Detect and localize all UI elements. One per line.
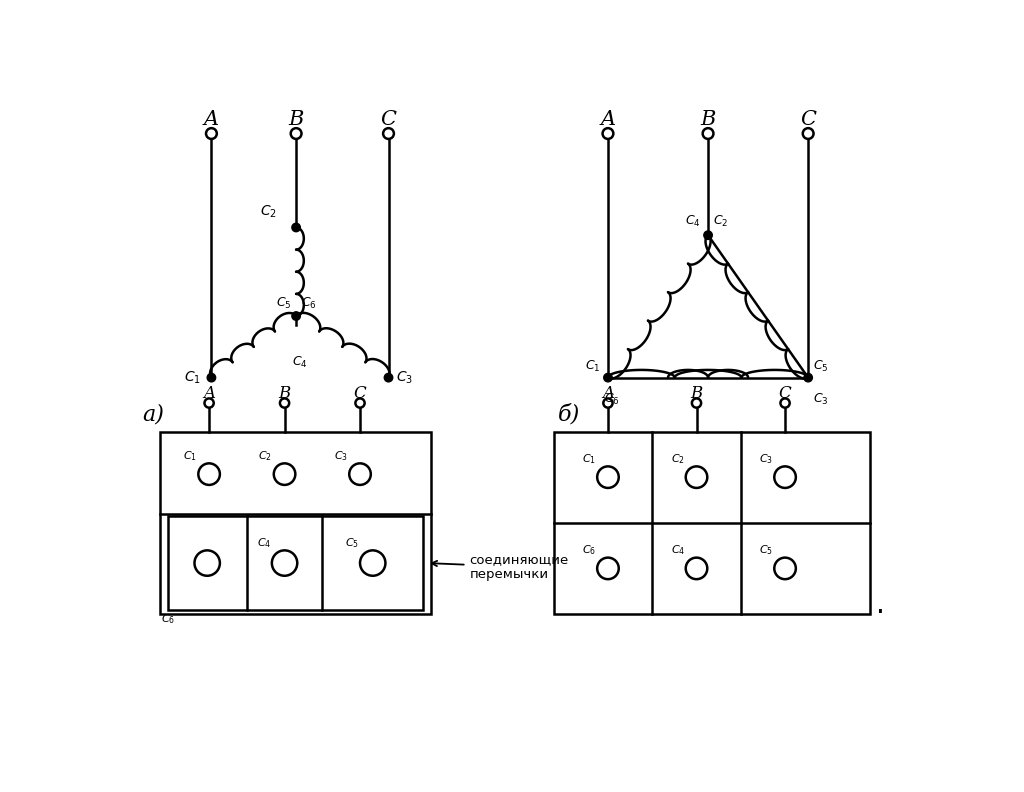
Circle shape — [292, 223, 300, 232]
Text: $C_4$: $C_4$ — [257, 536, 271, 550]
Text: $C_1$: $C_1$ — [182, 449, 197, 463]
Text: C: C — [778, 385, 792, 402]
Text: $C_2$: $C_2$ — [671, 451, 685, 466]
Text: C: C — [353, 385, 367, 402]
Circle shape — [384, 373, 393, 382]
Bar — [160, 432, 431, 614]
Circle shape — [207, 373, 216, 382]
Text: $C_5$: $C_5$ — [275, 296, 292, 311]
Circle shape — [703, 231, 713, 239]
Text: $C_3$: $C_3$ — [813, 391, 828, 406]
Text: $C_3$: $C_3$ — [396, 369, 414, 386]
Text: $C_5$: $C_5$ — [345, 536, 359, 550]
Circle shape — [604, 373, 612, 382]
Text: A: A — [600, 110, 615, 129]
Text: $C_5$: $C_5$ — [813, 359, 828, 374]
Text: B: B — [289, 110, 304, 129]
Text: б): б) — [558, 403, 581, 425]
Text: A: A — [602, 385, 614, 402]
Text: $C_4$: $C_4$ — [685, 214, 700, 229]
Text: B: B — [279, 385, 291, 402]
Text: $C_1$: $C_1$ — [585, 359, 600, 374]
Text: $C_2$: $C_2$ — [258, 449, 272, 463]
Bar — [168, 516, 423, 610]
Text: $C_5$: $C_5$ — [760, 543, 773, 557]
Text: $C_6$: $C_6$ — [161, 611, 175, 626]
Text: $C_2$: $C_2$ — [713, 214, 728, 229]
Text: B: B — [690, 385, 702, 402]
Text: $C_2$: $C_2$ — [260, 204, 276, 219]
Circle shape — [292, 312, 300, 320]
Text: $C_1$: $C_1$ — [183, 369, 201, 386]
Circle shape — [804, 373, 812, 382]
Text: $C_6$: $C_6$ — [301, 296, 316, 311]
Text: C: C — [800, 110, 816, 129]
Text: $C_4$: $C_4$ — [292, 355, 308, 370]
Text: $C_4$: $C_4$ — [671, 543, 685, 557]
Text: a): a) — [142, 403, 164, 425]
Text: $C_6$: $C_6$ — [583, 543, 596, 557]
Text: соединяющие
перемычки: соединяющие перемычки — [432, 553, 568, 581]
Bar — [554, 432, 869, 614]
Text: $C_1$: $C_1$ — [583, 451, 596, 466]
Text: B: B — [700, 110, 716, 129]
Text: .: . — [876, 591, 885, 619]
Text: $C_3$: $C_3$ — [760, 451, 773, 466]
Text: A: A — [204, 110, 219, 129]
Text: $C_6$: $C_6$ — [604, 391, 620, 406]
Text: A: A — [203, 385, 215, 402]
Text: C: C — [381, 110, 396, 129]
Text: $C_3$: $C_3$ — [334, 449, 348, 463]
